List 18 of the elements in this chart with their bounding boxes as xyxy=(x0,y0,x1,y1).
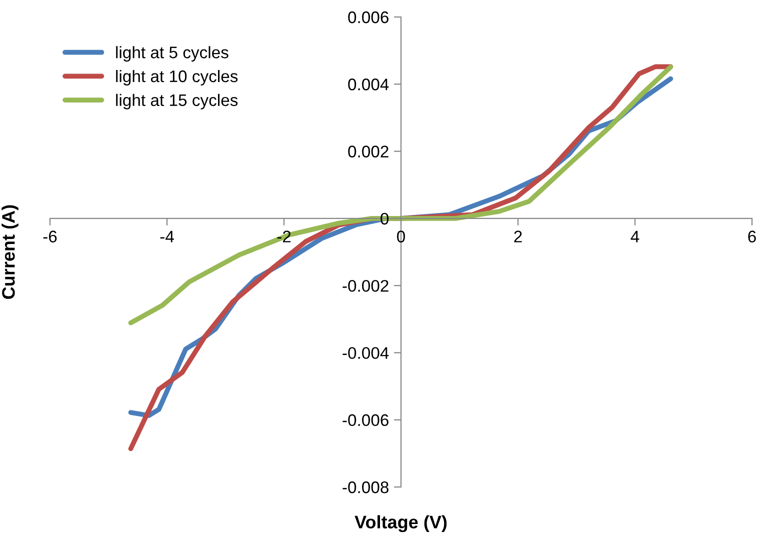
y-tick-label: -0.008 xyxy=(342,481,388,494)
legend-label: light at 15 cycles xyxy=(116,94,238,110)
y-tick-label: 0.002 xyxy=(348,146,388,158)
x-tick-label: -4 xyxy=(160,230,174,242)
x-tick-label: 0 xyxy=(397,230,405,242)
x-tick-label: 4 xyxy=(630,230,640,242)
y-axis-title: Current (A) xyxy=(2,205,18,299)
x-tick-label: 2 xyxy=(514,230,522,242)
y-tick-label: 0.004 xyxy=(348,78,389,90)
x-tick-label: 6 xyxy=(748,230,756,242)
x-tick-label: -6 xyxy=(43,230,57,242)
y-tick-label: -0.006 xyxy=(342,414,388,426)
legend-label: light at 5 cycles xyxy=(116,46,228,62)
x-axis-title: Voltage (V) xyxy=(354,515,447,532)
y-tick-label: -0.004 xyxy=(342,347,389,359)
legend-label: light at 10 cycles xyxy=(116,70,238,86)
y-tick-label: -0.002 xyxy=(342,280,388,292)
y-tick-label: 0.006 xyxy=(348,11,388,24)
